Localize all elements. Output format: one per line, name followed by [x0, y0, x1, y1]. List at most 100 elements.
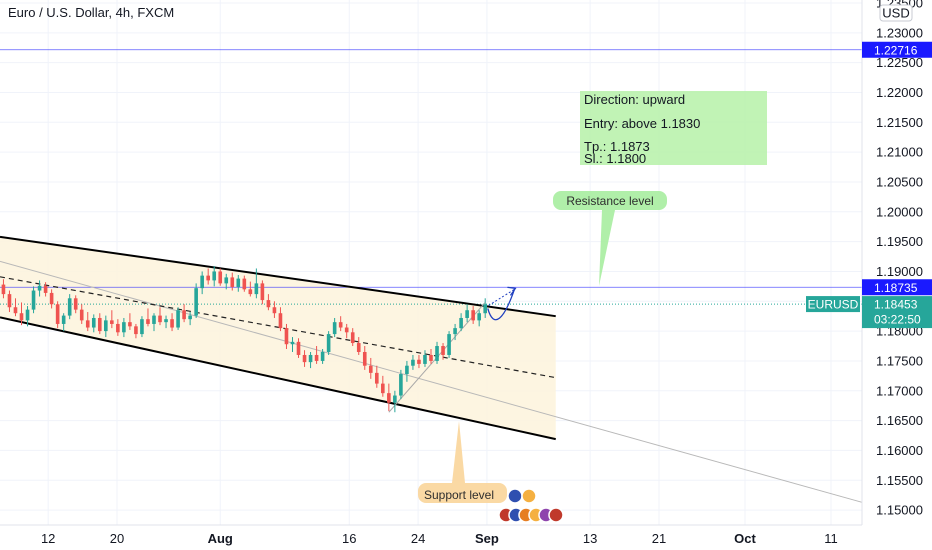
- candle-body: [356, 343, 361, 352]
- candle-body: [435, 346, 439, 361]
- candle-body: [260, 283, 265, 301]
- trade-info-line: Direction: upward: [584, 92, 685, 107]
- economic-event-icon[interactable]: [548, 507, 564, 523]
- candle-body: [146, 319, 150, 324]
- price-level-tag: [862, 279, 932, 296]
- chart-title: Euro / U.S. Dollar, 4h, FXCM: [8, 5, 174, 20]
- price-tick-label: 1.20000: [876, 204, 923, 219]
- candle-body: [465, 310, 469, 318]
- candle-body: [338, 322, 343, 328]
- candle-body: [242, 278, 247, 290]
- price-level-tag-text: 1.18735: [874, 281, 918, 295]
- price-tick-label: 1.22000: [876, 85, 923, 100]
- candle-body: [158, 315, 162, 323]
- price-tick-label: 1.21500: [876, 115, 923, 130]
- candle-body: [91, 317, 96, 328]
- candle-body: [49, 292, 54, 305]
- candle-body: [218, 271, 223, 284]
- channel-area: [0, 236, 556, 440]
- time-axis[interactable]: 12 20 Aug 16 24 Sep 13 21 Oct 11: [0, 524, 862, 546]
- candle-body: [85, 320, 90, 328]
- candle-body: [296, 341, 301, 355]
- candle-body: [140, 319, 144, 335]
- candle-body: [362, 351, 367, 366]
- candle-body: [471, 310, 475, 321]
- price-tick-label: 1.17000: [876, 383, 923, 398]
- candle-body: [248, 289, 253, 295]
- candle-body: [152, 315, 156, 324]
- candle-body: [423, 354, 427, 364]
- candle-body: [31, 290, 36, 310]
- candle-body: [344, 327, 349, 333]
- candle-body: [381, 383, 385, 394]
- time-tick-label: Aug: [208, 531, 233, 546]
- candle-body: [459, 317, 463, 329]
- economic-event-icon[interactable]: [521, 488, 537, 504]
- candle-body: [278, 313, 283, 329]
- candle-body: [350, 332, 355, 344]
- trade-info-line: Entry: above 1.1830: [584, 116, 700, 131]
- candle-body: [61, 315, 66, 324]
- candle-body: [37, 285, 42, 291]
- candle-body: [266, 300, 271, 308]
- candle-body: [116, 323, 120, 333]
- candles: [1, 266, 488, 413]
- price-level-tag: [862, 41, 932, 58]
- projection-arrow: [487, 286, 517, 321]
- candle-body: [13, 307, 18, 314]
- candle-body: [302, 354, 307, 363]
- candle-body: [67, 298, 72, 316]
- candle-body: [194, 288, 198, 316]
- candle-body: [230, 277, 235, 287]
- price-tick-label: 1.15500: [876, 473, 923, 488]
- price-tick-label: 1.20500: [876, 174, 923, 189]
- candle-body: [206, 275, 210, 281]
- candle-body: [290, 341, 295, 345]
- currency-badge[interactable]: USD: [879, 4, 913, 22]
- candle-body: [399, 374, 403, 396]
- candle-body: [441, 346, 445, 355]
- time-tick-label: 20: [110, 531, 124, 546]
- trade-info-line: Sl.: 1.1800: [584, 151, 646, 166]
- candle-body: [284, 328, 289, 345]
- channel-upper-line: [0, 235, 556, 318]
- candle-body: [326, 334, 331, 352]
- price-tick-label: 1.22500: [876, 55, 923, 70]
- resistance-callout-shape: [553, 191, 667, 286]
- candle-body: [200, 275, 204, 289]
- candle-body: [7, 294, 12, 308]
- trade-info-box: [580, 91, 767, 165]
- price-tick-label: 1.16500: [876, 413, 923, 428]
- price-level-tag-text: 1.22716: [874, 43, 918, 57]
- candle-body: [1, 284, 6, 295]
- projection-arrowhead: [507, 286, 517, 296]
- candle-body: [170, 319, 174, 328]
- price-tick-label: 1.19500: [876, 234, 923, 249]
- candle-body: [122, 322, 126, 333]
- last-price-countdown: 03:22:50: [874, 313, 921, 327]
- time-tick-label: Sep: [475, 531, 499, 546]
- price-tick-label: 1.16000: [876, 443, 923, 458]
- candle-body: [429, 354, 433, 361]
- candle-body: [224, 277, 229, 284]
- price-axis[interactable]: 1.235001.230001.225001.220001.215001.210…: [806, 0, 932, 550]
- candle-body: [374, 372, 379, 384]
- projection-dotted-path: [488, 288, 515, 306]
- price-tick-label: 1.15000: [876, 503, 923, 518]
- annotations: Direction: upward Entry: above 1.1830 Tp.:…: [418, 91, 767, 523]
- projection-path: [487, 289, 516, 321]
- candle-body: [110, 320, 114, 324]
- candle-body: [164, 319, 168, 323]
- candle-body: [393, 395, 397, 403]
- economic-event-icon[interactable]: [507, 488, 523, 504]
- candle-body: [314, 354, 319, 361]
- price-tick-label: 1.23000: [876, 25, 923, 40]
- candle-body: [477, 313, 481, 321]
- candle-body: [320, 351, 325, 361]
- candle-body: [188, 315, 192, 320]
- candle-body: [411, 359, 415, 366]
- time-tick-label: 21: [652, 531, 666, 546]
- symbol-tag: [806, 296, 860, 313]
